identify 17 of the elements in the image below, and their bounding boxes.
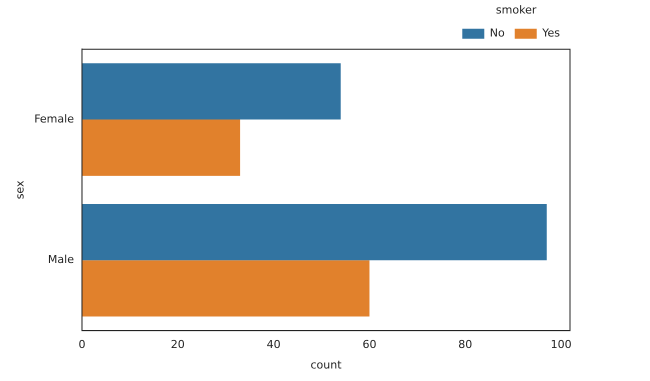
y-tick-label: Male [48,253,74,266]
x-tick-label: 100 [550,338,572,352]
x-tick-label: 80 [458,338,472,352]
bar [82,260,370,317]
x-tick-label: 60 [362,338,376,352]
legend-label: No [490,26,506,40]
legend-title: smoker [496,3,537,16]
bar [82,204,547,260]
x-tick-label: 40 [266,338,281,352]
x-tick-label: 0 [78,338,86,352]
x-tick-label: 20 [170,338,185,352]
bar [82,120,240,176]
x-axis-title: count [310,358,342,372]
y-axis-title: sex [13,180,26,200]
bar [82,63,341,120]
y-tick-label: Female [34,112,74,126]
legend-label: Yes [541,26,560,40]
